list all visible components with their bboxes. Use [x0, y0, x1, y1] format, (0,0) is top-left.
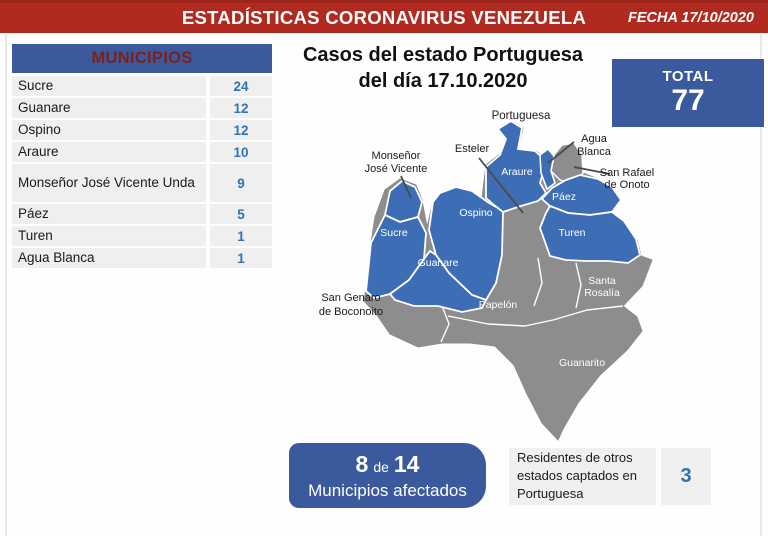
- banner-date: FECHA 17/10/2020: [627, 10, 754, 26]
- other-states-line3: Portuguesa: [517, 486, 584, 501]
- page-title-line1: Casos del estado Portuguesa: [302, 44, 584, 66]
- table-row: Sucre 24: [12, 76, 272, 96]
- map-state-label: Portuguesa: [492, 110, 551, 122]
- total-box: TOTAL 77: [612, 59, 764, 127]
- map-label-sucre: Sucre: [380, 227, 408, 239]
- total-label: TOTAL: [662, 68, 714, 85]
- page-title-line2: del día 17.10.2020: [358, 70, 528, 92]
- table-row: Turen 1: [12, 226, 272, 246]
- municipio-name: Monseñor José Vicente Unda: [12, 164, 206, 202]
- municipio-name: Araure: [12, 142, 206, 162]
- page-title: Casos del estado Portuguesa del día 17.1…: [288, 42, 598, 94]
- map-label-monsenor-line2: José Vicente: [365, 163, 428, 175]
- map-region-sucre: [365, 213, 427, 299]
- map-label-santa-rosalia-line1: Santa: [588, 275, 616, 287]
- table-row: Araure 10: [12, 142, 272, 162]
- affected-count: 8: [355, 450, 369, 477]
- municipio-cases: 10: [210, 142, 272, 162]
- map-region-san-rafael-border: [550, 142, 584, 185]
- municipio-cases: 5: [210, 204, 272, 224]
- municipio-name: Agua Blanca: [12, 248, 206, 268]
- municipio-name: Páez: [12, 204, 206, 224]
- map-label-san-genaro-line1: San Genaro: [321, 292, 380, 304]
- map-label-agua-blanca-line1: Agua: [581, 133, 608, 145]
- map-border-santarosalia-west: [575, 262, 582, 309]
- municipio-cases: 12: [210, 120, 272, 140]
- map-label-san-genaro-line2: de Boconoito: [319, 306, 383, 318]
- map-region-agua-blanca: [539, 147, 556, 191]
- leader-line-agua-blanca: [547, 141, 575, 164]
- other-states-line1: Residentes de otros: [517, 450, 633, 465]
- portuguesa-map: Portuguesa Monseñor José Vicente Esteler…: [319, 110, 654, 441]
- map-border-papelon-guanarito: [447, 305, 624, 327]
- map-label-monsenor-line1: Monseñor: [372, 150, 421, 162]
- municipios-afectados-box: 8 de 14 Municipios afectados: [289, 443, 486, 508]
- municipio-name: Ospino: [12, 120, 206, 140]
- map-region-turen: [539, 204, 642, 264]
- map-label-agua-blanca-line2: Blanca: [577, 146, 612, 158]
- municipio-cases: 1: [210, 226, 272, 246]
- slide-right-edge: [760, 34, 762, 536]
- municipio-cases: 12: [210, 98, 272, 118]
- map-label-san-rafael-line1: San Rafael: [600, 167, 654, 179]
- municipio-cases: 1: [210, 248, 272, 268]
- municipio-name: Sucre: [12, 76, 206, 96]
- map-label-araure: Araure: [501, 166, 533, 178]
- municipio-cases: 9: [210, 164, 272, 202]
- table-row: Ospino 12: [12, 120, 272, 140]
- header-banner: ESTADÍSTICAS CORONAVIRUS VENEZUELA FECHA…: [0, 0, 768, 33]
- map-label-santa-rosalia-line2: Rosalía: [584, 287, 620, 299]
- table-row: Agua Blanca 1: [12, 248, 272, 268]
- affected-of-label: de: [373, 458, 389, 475]
- map-label-paez: Páez: [552, 191, 576, 203]
- map-label-san-rafael-line2: de Onoto: [604, 179, 649, 191]
- municipios-table-header: MUNICIPIOS: [12, 44, 272, 73]
- table-row: Páez 5: [12, 204, 272, 224]
- table-row: Guanare 12: [12, 98, 272, 118]
- map-label-papelon: Papelón: [479, 299, 518, 311]
- other-states-note: Residentes de otros estados captados en …: [509, 448, 656, 505]
- affected-count-line: 8 de 14: [289, 452, 486, 479]
- municipio-name: Turen: [12, 226, 206, 246]
- map-label-guanarito: Guanarito: [559, 357, 605, 369]
- leader-line-monsenor: [400, 175, 412, 199]
- affected-total: 14: [393, 450, 420, 477]
- table-row: Monseñor José Vicente Unda 9: [12, 164, 272, 202]
- map-label-guanare: Guanare: [418, 257, 459, 269]
- other-states-value: 3: [661, 448, 711, 505]
- map-border-sangenaro-papelon: [440, 305, 450, 343]
- map-label-esteler: Esteler: [455, 143, 490, 155]
- total-value: 77: [671, 84, 705, 117]
- other-states-line2: estados captados en: [517, 468, 637, 483]
- slide-left-edge: [5, 34, 7, 536]
- affected-caption: Municipios afectados: [308, 480, 467, 500]
- leader-line-esteler: [478, 157, 524, 214]
- map-border-esteller-south: [533, 257, 543, 307]
- map-label-turen: Turen: [558, 227, 585, 239]
- municipio-name: Guanare: [12, 98, 206, 118]
- leader-line-san-rafael: [573, 166, 611, 175]
- banner-title: ESTADÍSTICAS CORONAVIRUS VENEZUELA: [181, 7, 587, 28]
- map-label-ospino: Ospino: [459, 207, 492, 219]
- municipios-table: MUNICIPIOS Sucre 24 Guanare 12 Ospino 12…: [12, 44, 272, 270]
- municipio-cases: 24: [210, 76, 272, 96]
- map-region-guanare: [388, 249, 488, 313]
